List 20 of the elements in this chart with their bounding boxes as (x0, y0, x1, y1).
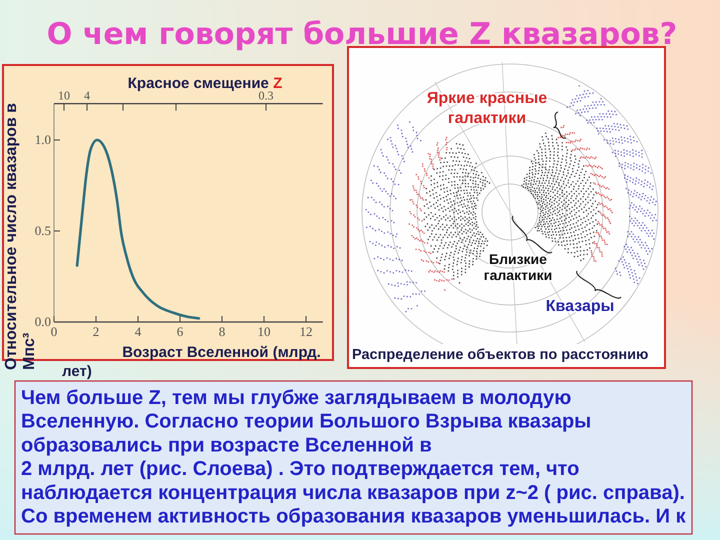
text: Возраст Вселенной (млрд. лет) (62, 344, 321, 380)
x-tick-label: 8 (218, 324, 226, 339)
x-tick-label: 4 (134, 324, 142, 339)
x-tick-label: 12 (300, 324, 312, 339)
x-tick-label: 6 (176, 324, 184, 339)
text: Квазары (546, 298, 614, 315)
x-tick-label: 10 (258, 324, 270, 339)
y-tick-label: 0.5 (34, 223, 51, 238)
x-tick-label: 0 (50, 324, 58, 339)
chart-title: О чем говорят большие Z квазаров? (46, 17, 678, 52)
text: Распределение объектов по расстоянию (352, 347, 648, 363)
text: Чем больше Z, тем мы глубже заглядываем в молодую Вселенную. Согласно теории Большого Взрыва квазары образовались при возрасте Вселенной в 2 млрд. лет (рис. Слоева) . Это подтверждается тем, что наблюдается концентрация числа квазаров при z~2 ( рис. справа). Со временем активность образования квазаров уменьшилась. И к (21, 387, 687, 528)
text: Яркие красные галактики (426, 90, 548, 127)
x-tick-label: 2 (92, 324, 100, 339)
y-tick-label: 1.0 (34, 132, 51, 147)
y-tick-label: 0.0 (34, 314, 51, 329)
line-series (76, 138, 200, 320)
text: Близкие галактики (484, 251, 552, 283)
text: 4 (84, 88, 90, 103)
text: 10 (58, 88, 70, 103)
